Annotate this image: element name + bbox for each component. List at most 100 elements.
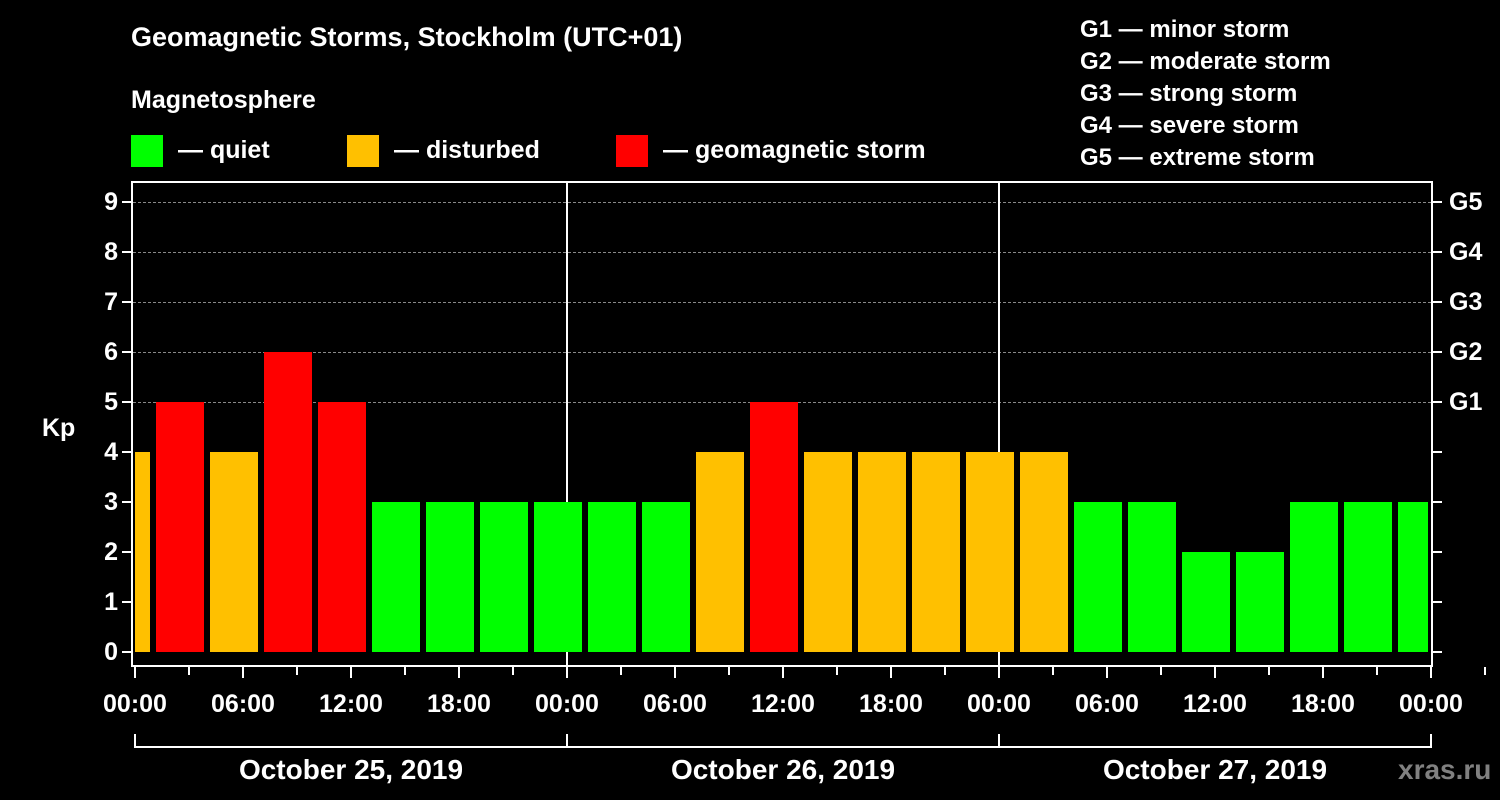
x-minor-tick <box>1052 667 1054 675</box>
kp-bar <box>318 402 366 652</box>
x-tick-label: 06:00 <box>211 690 275 718</box>
kp-bar <box>750 402 798 652</box>
g1-description: G1 — minor storm <box>1080 16 1290 43</box>
x-tick-label: 06:00 <box>643 690 707 718</box>
kp-bar <box>858 452 906 652</box>
date-label: October 25, 2019 <box>238 754 464 785</box>
legend-disturbed-label: — disturbed <box>394 136 540 164</box>
y-tick-label: 4 <box>104 438 118 466</box>
right-tick-mark <box>1433 251 1442 253</box>
kp-bar <box>135 452 150 652</box>
x-tick-label: 00:00 <box>1399 690 1463 718</box>
x-tick-label: 00:00 <box>967 690 1031 718</box>
x-tick-mark <box>566 667 568 678</box>
g-scale-list: G1 — minor storm G2 — moderate storm G3 … <box>1080 14 1331 174</box>
kp-bar <box>642 502 690 652</box>
g3-description: G3 — strong storm <box>1080 80 1298 107</box>
right-tick-label: G1 <box>1449 388 1483 416</box>
right-tick-mark <box>1433 551 1442 553</box>
legend-disturbed: — disturbed <box>347 134 540 167</box>
x-tick-mark <box>242 667 244 678</box>
kp-bar <box>372 502 420 652</box>
date-bracket-tick <box>134 734 136 748</box>
kp-bar <box>1236 552 1284 652</box>
y-tick-mark <box>122 651 131 653</box>
kp-bar <box>534 502 582 652</box>
kp-bar <box>1020 452 1068 652</box>
disturbed-swatch-icon <box>347 134 379 167</box>
x-minor-tick <box>188 667 190 675</box>
legend-quiet-label: — quiet <box>178 136 270 164</box>
x-tick-label: 18:00 <box>1291 690 1355 718</box>
x-minor-tick <box>1376 667 1378 675</box>
kp-bar <box>1398 502 1428 652</box>
x-tick-mark <box>458 667 460 678</box>
kp-bar <box>912 452 960 652</box>
x-tick-mark <box>134 667 136 678</box>
gridline <box>133 302 1431 303</box>
right-tick-mark <box>1433 401 1442 403</box>
chart-title: Geomagnetic Storms, Stockholm (UTC+01) <box>131 22 683 52</box>
y-tick-label: 1 <box>104 588 118 616</box>
x-tick-mark <box>998 667 1000 678</box>
kp-bar <box>210 452 258 652</box>
right-tick-mark <box>1433 201 1442 203</box>
right-tick-mark <box>1433 601 1442 603</box>
date-bracket <box>135 746 1431 748</box>
x-tick-label: 12:00 <box>751 690 815 718</box>
x-tick-label: 18:00 <box>427 690 491 718</box>
kp-bar <box>1128 502 1176 652</box>
y-tick-label: 3 <box>104 488 118 516</box>
x-tick-label: 00:00 <box>535 690 599 718</box>
x-tick-mark <box>1106 667 1108 678</box>
x-minor-tick <box>1484 667 1486 675</box>
x-minor-tick <box>296 667 298 675</box>
x-tick-label: 00:00 <box>103 690 167 718</box>
legend-storm-label: — geomagnetic storm <box>663 136 926 164</box>
y-tick-mark <box>122 301 131 303</box>
x-tick-mark <box>1214 667 1216 678</box>
kp-bar <box>480 502 528 652</box>
gridline <box>133 252 1431 253</box>
right-tick-label: G2 <box>1449 338 1483 366</box>
y-tick-mark <box>122 451 131 453</box>
kp-bar <box>426 502 474 652</box>
x-minor-tick <box>620 667 622 675</box>
y-tick-label: 5 <box>104 388 118 416</box>
right-tick-label: G4 <box>1449 238 1483 266</box>
g5-description: G5 — extreme storm <box>1080 144 1315 171</box>
date-bracket-tick <box>1430 734 1432 748</box>
storm-swatch-icon <box>616 134 648 167</box>
y-tick-mark <box>122 401 131 403</box>
legend-quiet: — quiet <box>131 134 270 167</box>
kp-bar <box>966 452 1014 652</box>
y-tick-label: 6 <box>104 338 118 366</box>
y-tick-label: 0 <box>104 638 118 666</box>
day-separator <box>566 183 568 665</box>
y-tick-mark <box>122 601 131 603</box>
x-tick-label: 06:00 <box>1075 690 1139 718</box>
x-tick-mark <box>782 667 784 678</box>
date-label: October 26, 2019 <box>670 754 896 785</box>
y-tick-mark <box>122 351 131 353</box>
kp-bar <box>1290 502 1338 652</box>
y-tick-mark <box>122 501 131 503</box>
y-tick-label: 8 <box>104 238 118 266</box>
y-tick-mark <box>122 551 131 553</box>
y-axis-label: Kp <box>42 414 76 442</box>
x-tick-mark <box>890 667 892 678</box>
y-tick-mark <box>122 251 131 253</box>
g4-description: G4 — severe storm <box>1080 112 1299 139</box>
x-minor-tick <box>1268 667 1270 675</box>
kp-bar <box>264 352 312 652</box>
right-tick-mark <box>1433 651 1442 653</box>
x-minor-tick <box>404 667 406 675</box>
kp-bar <box>1182 552 1230 652</box>
x-tick-mark <box>1430 667 1432 678</box>
x-minor-tick <box>1160 667 1162 675</box>
right-tick-label: G5 <box>1449 188 1483 216</box>
x-tick-mark <box>674 667 676 678</box>
y-tick-label: 2 <box>104 538 118 566</box>
quiet-swatch-icon <box>131 134 163 167</box>
x-tick-label: 12:00 <box>319 690 383 718</box>
